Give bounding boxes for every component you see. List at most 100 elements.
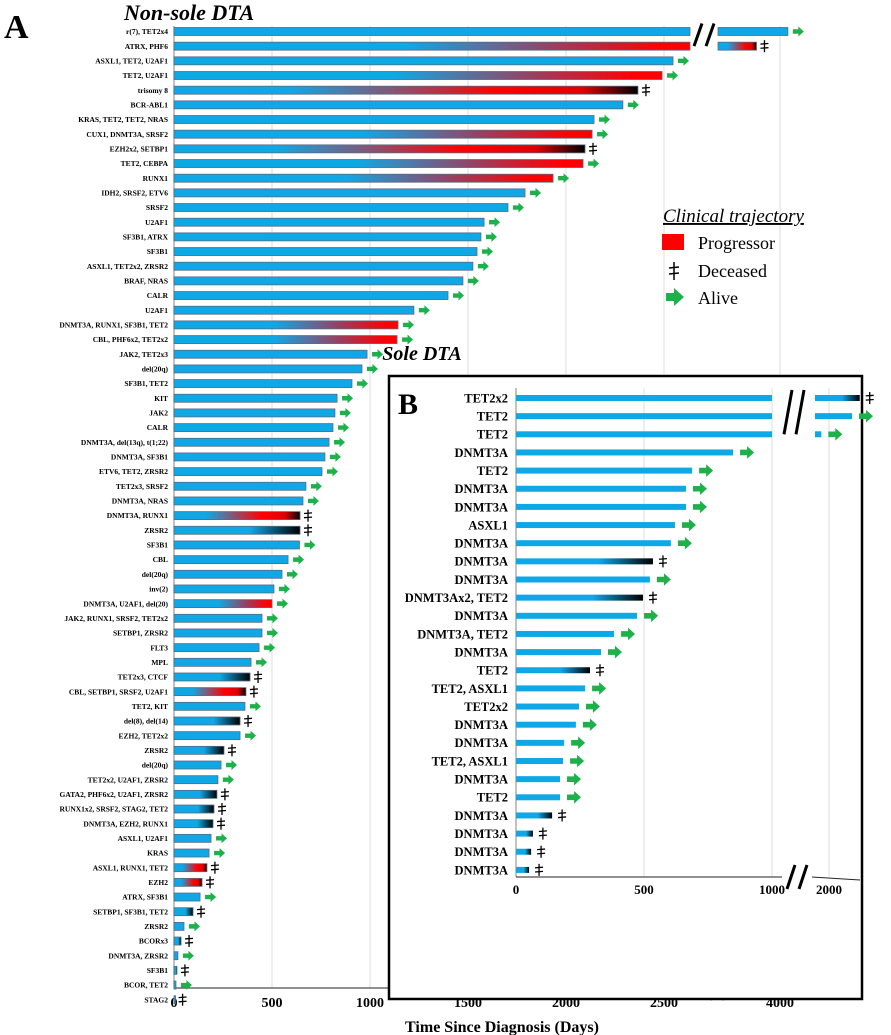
swimmer-row: TET2 bbox=[477, 791, 582, 805]
duration-bar bbox=[516, 776, 561, 783]
duration-bar bbox=[173, 393, 338, 403]
alive-arrow-icon bbox=[418, 305, 430, 316]
swimmer-row: ATRX, SF3B1 bbox=[122, 892, 217, 902]
duration-bar bbox=[516, 576, 650, 583]
swimmer-row: BCR-ABL1 bbox=[130, 99, 639, 110]
row-label: DNMT3A, SF3B1 bbox=[111, 453, 168, 462]
alive-arrow-icon bbox=[644, 609, 659, 623]
dagger-bar bbox=[227, 746, 237, 749]
duration-bar bbox=[173, 657, 252, 667]
dagger-bar bbox=[535, 870, 544, 873]
deceased-double-dagger-icon bbox=[668, 262, 680, 280]
swimmer-row: ASXL1, U2AF1 bbox=[118, 833, 228, 844]
duration-bar bbox=[516, 467, 693, 474]
axis-break-mark bbox=[797, 864, 809, 890]
row-label: STAG2 bbox=[144, 995, 168, 1004]
alive-arrow-icon bbox=[666, 288, 684, 306]
row-label: EZH2, TET2x2 bbox=[119, 731, 169, 740]
swimmer-row: EZH2 bbox=[148, 876, 215, 889]
row-label: TET2 bbox=[477, 791, 508, 805]
duration-bar bbox=[516, 503, 686, 510]
duration-bar bbox=[173, 525, 301, 535]
alive-arrow-icon bbox=[293, 554, 305, 565]
panel-b-title: Sole DTA bbox=[382, 343, 461, 365]
row-label: ATRX, SF3B1 bbox=[122, 893, 168, 902]
duration-bar bbox=[173, 511, 301, 521]
duration-bar bbox=[173, 496, 304, 506]
swimmer-row: DNMT3A bbox=[455, 482, 707, 496]
row-label: SETBP1, SF3B1, TET2 bbox=[93, 907, 168, 916]
x-tick-label: 1000 bbox=[356, 996, 384, 1011]
duration-bar bbox=[173, 467, 323, 477]
row-label: DNMT3A bbox=[455, 537, 508, 551]
duration-bar bbox=[516, 612, 638, 619]
swimmer-row: ASXL1, RUNX1, TET2 bbox=[93, 861, 219, 874]
duration-bar bbox=[516, 485, 686, 492]
alive-arrow-icon bbox=[216, 833, 228, 844]
duration-bar bbox=[173, 819, 214, 829]
dagger-bar bbox=[588, 149, 598, 152]
duration-bar bbox=[173, 921, 185, 931]
alive-arrow-icon bbox=[485, 231, 497, 242]
deceased-double-dagger-icon bbox=[220, 788, 229, 801]
row-label: TET2, U2AF1 bbox=[123, 71, 169, 80]
axis-break-mark bbox=[785, 864, 797, 890]
duration-bar bbox=[516, 594, 643, 601]
swimmer-row: DNMT3A, SF3B1 bbox=[111, 451, 341, 462]
swimmer-row: BCORx3 bbox=[139, 935, 194, 948]
deceased-double-dagger-icon bbox=[303, 509, 313, 522]
dagger-bar bbox=[220, 790, 229, 793]
row-label: U2AF1 bbox=[145, 218, 168, 227]
row-label: DNMT3A, TET2 bbox=[417, 627, 508, 641]
alive-arrow-icon bbox=[267, 628, 279, 638]
deceased-double-dagger-icon bbox=[216, 817, 226, 830]
deceased-double-dagger-icon bbox=[535, 863, 544, 876]
swimmer-row: CBL, SETBP1, SRSF2, U2AF1 bbox=[69, 685, 258, 698]
swimmer-row: GATA2, PHF6x2, U2AF1, ZRSR2 bbox=[60, 788, 229, 801]
row-label: ETV6, TET2, ZRSR2 bbox=[99, 467, 168, 476]
row-label: SF3B1 bbox=[147, 541, 169, 550]
row-label: KRAS bbox=[147, 849, 168, 858]
panel-letter-a: A bbox=[4, 9, 29, 46]
alive-arrow-icon bbox=[256, 657, 268, 668]
swimmer-row: U2AF1 bbox=[145, 217, 501, 228]
duration-bar bbox=[173, 833, 212, 843]
alive-arrow-icon bbox=[205, 892, 217, 902]
duration-bar bbox=[173, 349, 368, 359]
row-label: DNMT3A, RUNX1, SF3B1, TET2 bbox=[59, 321, 168, 330]
duration-bar bbox=[173, 56, 674, 66]
alive-arrow-icon bbox=[356, 378, 368, 389]
bar-break-mark bbox=[692, 23, 704, 47]
swimmer-row: DNMT3A bbox=[455, 736, 586, 750]
alive-arrow-icon bbox=[222, 774, 234, 785]
duration-bar bbox=[173, 687, 247, 697]
duration-bar bbox=[516, 540, 671, 547]
duration-bar bbox=[173, 599, 273, 609]
deceased-double-dagger-icon bbox=[210, 861, 219, 874]
row-label: CALR bbox=[147, 291, 169, 300]
dagger-bar bbox=[217, 809, 227, 812]
dagger-bar bbox=[210, 864, 219, 867]
swimmer-row: KRAS bbox=[147, 848, 226, 858]
alive-arrow-icon bbox=[656, 573, 671, 586]
dagger-bar bbox=[648, 594, 658, 597]
row-label: SRSF2 bbox=[146, 203, 168, 212]
duration-bar bbox=[516, 522, 675, 529]
deceased-double-dagger-icon bbox=[249, 685, 258, 698]
row-label: DNMT3A bbox=[455, 446, 508, 460]
duration-bar bbox=[173, 555, 289, 565]
panel-letter-b: B bbox=[398, 388, 418, 421]
row-label: ZRSR2 bbox=[144, 746, 168, 755]
row-label: del(20q) bbox=[142, 570, 169, 579]
dagger-bar bbox=[558, 816, 567, 819]
swimmer-row: SF3B1 bbox=[147, 964, 189, 977]
swimmer-row: ASXL1 bbox=[468, 518, 696, 532]
duration-bar bbox=[516, 630, 615, 637]
dagger-bar bbox=[216, 824, 226, 827]
duration-bar bbox=[173, 159, 584, 168]
row-label: del(8), del(14) bbox=[124, 717, 169, 726]
duration-bar bbox=[516, 449, 734, 456]
swimmer-row: ASXL1, TET2, U2AF1 bbox=[95, 55, 690, 66]
alive-arrow-icon bbox=[226, 760, 238, 770]
row-label: DNMT3A, U2AF1, del(20) bbox=[83, 599, 168, 608]
